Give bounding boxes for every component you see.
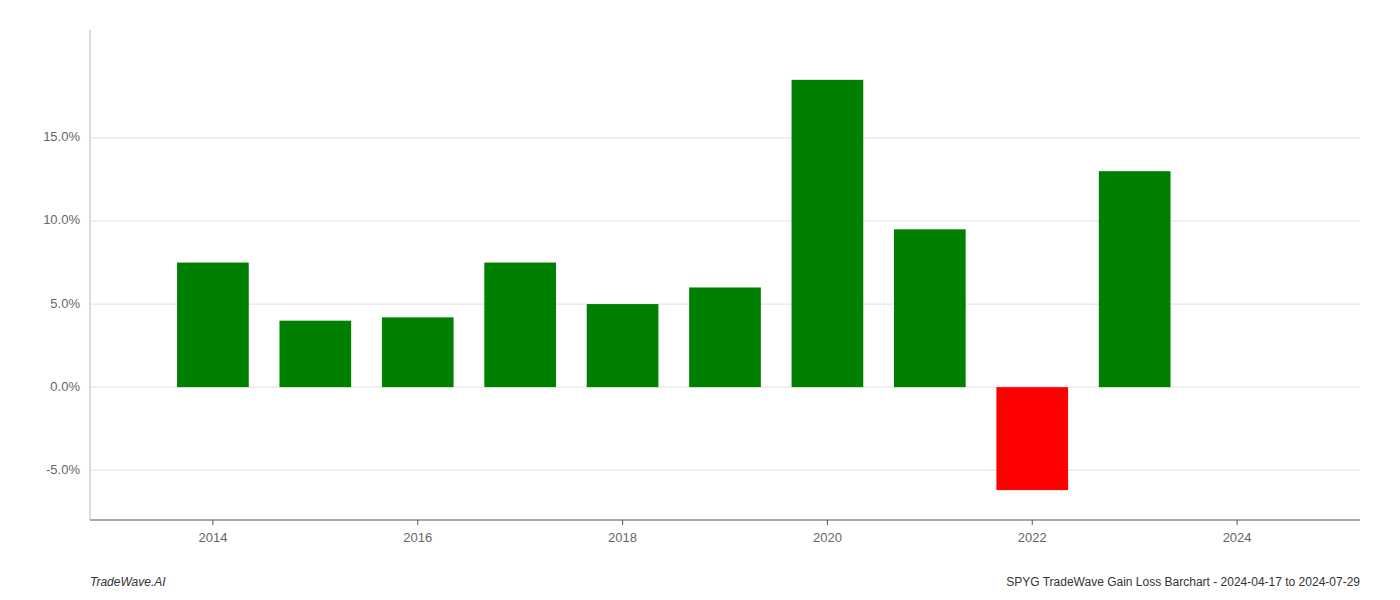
footer-left: TradeWave.AI [90, 575, 166, 589]
y-tick-label: 10.0% [43, 212, 80, 227]
x-tick-labels: 2014 2016 2018 2020 2022 2024 [198, 520, 1251, 545]
x-tick-label: 2018 [608, 530, 637, 545]
grid-line [90, 470, 1360, 471]
x-tick-label: 2014 [198, 530, 227, 545]
grid [90, 138, 1360, 470]
x-tick [1237, 520, 1238, 525]
x-tick [827, 520, 828, 525]
bar [1099, 171, 1171, 387]
bar [587, 304, 659, 387]
x-tick [1032, 520, 1033, 525]
bar [792, 80, 864, 387]
bar [689, 287, 761, 387]
y-axis-line [90, 30, 91, 520]
x-tick [417, 520, 418, 525]
x-tick [212, 520, 213, 525]
bar [996, 387, 1068, 490]
x-tick-label: 2020 [813, 530, 842, 545]
y-tick-label: 5.0% [50, 296, 80, 311]
bar [484, 263, 556, 388]
x-tick-label: 2024 [1223, 530, 1252, 545]
bars [177, 80, 1170, 490]
y-tick-labels: -5.0% 0.0% 5.0% 10.0% 15.0% [43, 129, 80, 476]
chart-container: -5.0%0.0%5.0%10.0%15.0%20142016201820202… [0, 0, 1400, 600]
y-tick-label: -5.0% [46, 462, 80, 477]
background [0, 0, 1400, 600]
grid-line [90, 137, 1360, 138]
footer-right: SPYG TradeWave Gain Loss Barchart - 2024… [1006, 575, 1360, 589]
x-tick-label: 2016 [403, 530, 432, 545]
x-tick [622, 520, 623, 525]
bar [177, 263, 249, 388]
y-tick-label: 0.0% [50, 379, 80, 394]
bar [382, 317, 454, 387]
bar [279, 321, 351, 387]
bar [894, 229, 966, 387]
x-axis-line [90, 519, 1360, 520]
x-tick-label: 2022 [1018, 530, 1047, 545]
y-tick-label: 15.0% [43, 129, 80, 144]
chart-svg: -5.0%0.0%5.0%10.0%15.0%20142016201820202… [0, 0, 1400, 600]
